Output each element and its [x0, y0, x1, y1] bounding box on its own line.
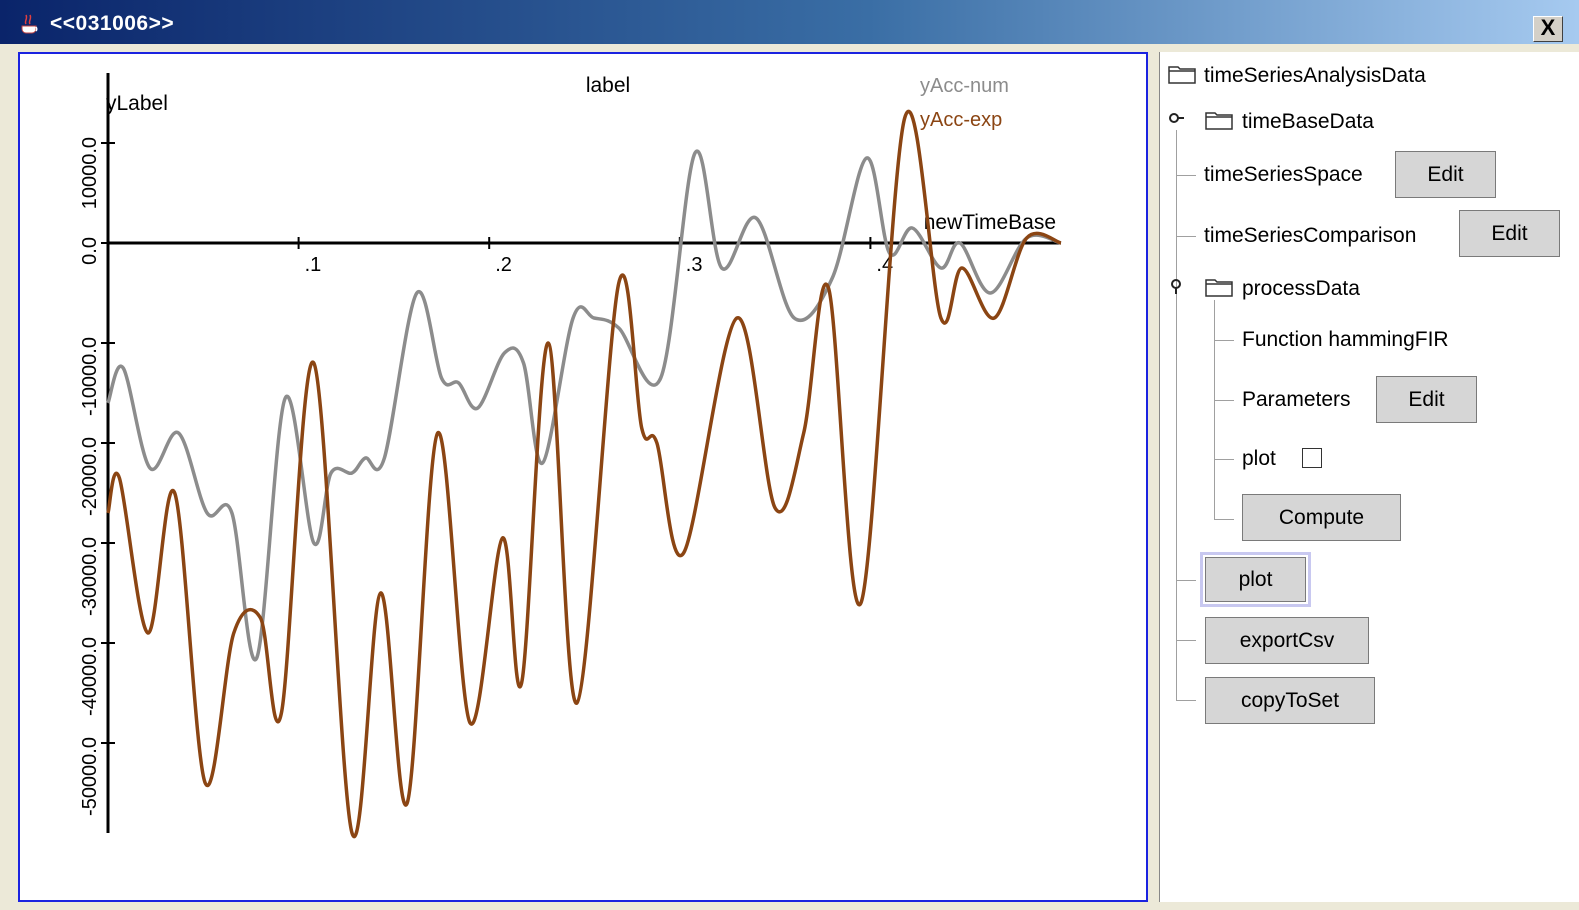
close-button[interactable]: X — [1533, 15, 1563, 42]
parameters-edit-button[interactable]: Edit — [1376, 376, 1477, 423]
y-tick-label: -40000.0 — [79, 637, 101, 716]
tree-guide-line — [1214, 340, 1234, 341]
tree-guide-line — [1176, 640, 1196, 641]
title-bar: <<031006>> X — [0, 0, 1579, 44]
plot-button[interactable]: plot — [1205, 557, 1306, 602]
tree-guide-line — [1214, 459, 1234, 460]
tree-panel: timeSeriesAnalysisData timeBaseData time… — [1159, 52, 1579, 902]
parameters-label: Parameters — [1242, 388, 1351, 411]
tree-guide-line — [1176, 700, 1196, 701]
window-title: <<031006>> — [50, 12, 175, 35]
function-label: Function hammingFIR — [1242, 328, 1449, 351]
tree-guide-line — [1176, 236, 1196, 237]
legend-entry: yAcc-num — [920, 75, 1009, 97]
legend-entry: yAcc-exp — [920, 109, 1002, 131]
close-icon: X — [1540, 15, 1556, 40]
tree-guide-line — [1214, 300, 1215, 520]
tree-guide-line — [1214, 400, 1234, 401]
series-line-yAcc-exp — [106, 109, 1062, 839]
split-pane-divider[interactable] — [1151, 52, 1159, 902]
y-tick-label: -10000.0 — [79, 337, 101, 416]
folder-icon — [1205, 112, 1233, 130]
plot-option-label: plot — [1242, 447, 1276, 470]
y-tick-label: -30000.0 — [79, 537, 101, 616]
line-chart: .1.2.3.410000.00.0-10000.0-20000.0-30000… — [79, 73, 1062, 839]
x-axis-label: newTimeBase — [924, 211, 1056, 234]
export-csv-button[interactable]: exportCsv — [1205, 617, 1369, 664]
expanded-toggle-icon[interactable] — [1168, 278, 1184, 294]
plot-checkbox[interactable] — [1302, 448, 1322, 468]
y-tick-label: 10000.0 — [79, 137, 101, 209]
folder-icon — [1205, 279, 1233, 297]
java-cup-icon — [21, 14, 38, 34]
tree-guide-line — [1214, 519, 1234, 520]
tree-node-timeSeriesSpace: timeSeriesSpace — [1204, 163, 1363, 186]
tree-node-root[interactable]: timeSeriesAnalysisData — [1204, 64, 1426, 87]
folder-icon — [1168, 66, 1196, 84]
x-tick-label: .1 — [305, 254, 322, 276]
x-tick-label: .2 — [495, 254, 512, 276]
series-line-yAcc-num — [106, 149, 1062, 662]
chart-title: label — [586, 74, 630, 97]
tree-guide-line — [1176, 580, 1196, 581]
tree-node-timeSeriesComparison: timeSeriesComparison — [1204, 224, 1417, 247]
tree-guide-line — [1176, 175, 1196, 176]
timeSeriesComparison-edit-button[interactable]: Edit — [1459, 210, 1560, 257]
compute-button[interactable]: Compute — [1242, 494, 1401, 541]
tree-node-timeBaseData[interactable]: timeBaseData — [1242, 110, 1374, 133]
copy-to-set-button[interactable]: copyToSet — [1205, 677, 1375, 724]
tree-node-processData[interactable]: processData — [1242, 277, 1360, 300]
collapsed-toggle-icon[interactable] — [1168, 110, 1184, 126]
x-tick-label: .3 — [686, 254, 703, 276]
focus-ring — [1200, 552, 1311, 607]
y-axis-label: yLabel — [106, 92, 168, 115]
plot-panel[interactable]: .1.2.3.4 10000.0 0.0 -10000.0 -20000.0 -30000… — [18, 52, 1148, 902]
y-tick-label: 0.0 — [79, 237, 101, 265]
y-tick-label: -50000.0 — [79, 737, 101, 816]
timeSeriesSpace-edit-button[interactable]: Edit — [1395, 151, 1496, 198]
y-tick-label: -20000.0 — [79, 437, 101, 516]
tree-guide-line — [1176, 130, 1177, 700]
